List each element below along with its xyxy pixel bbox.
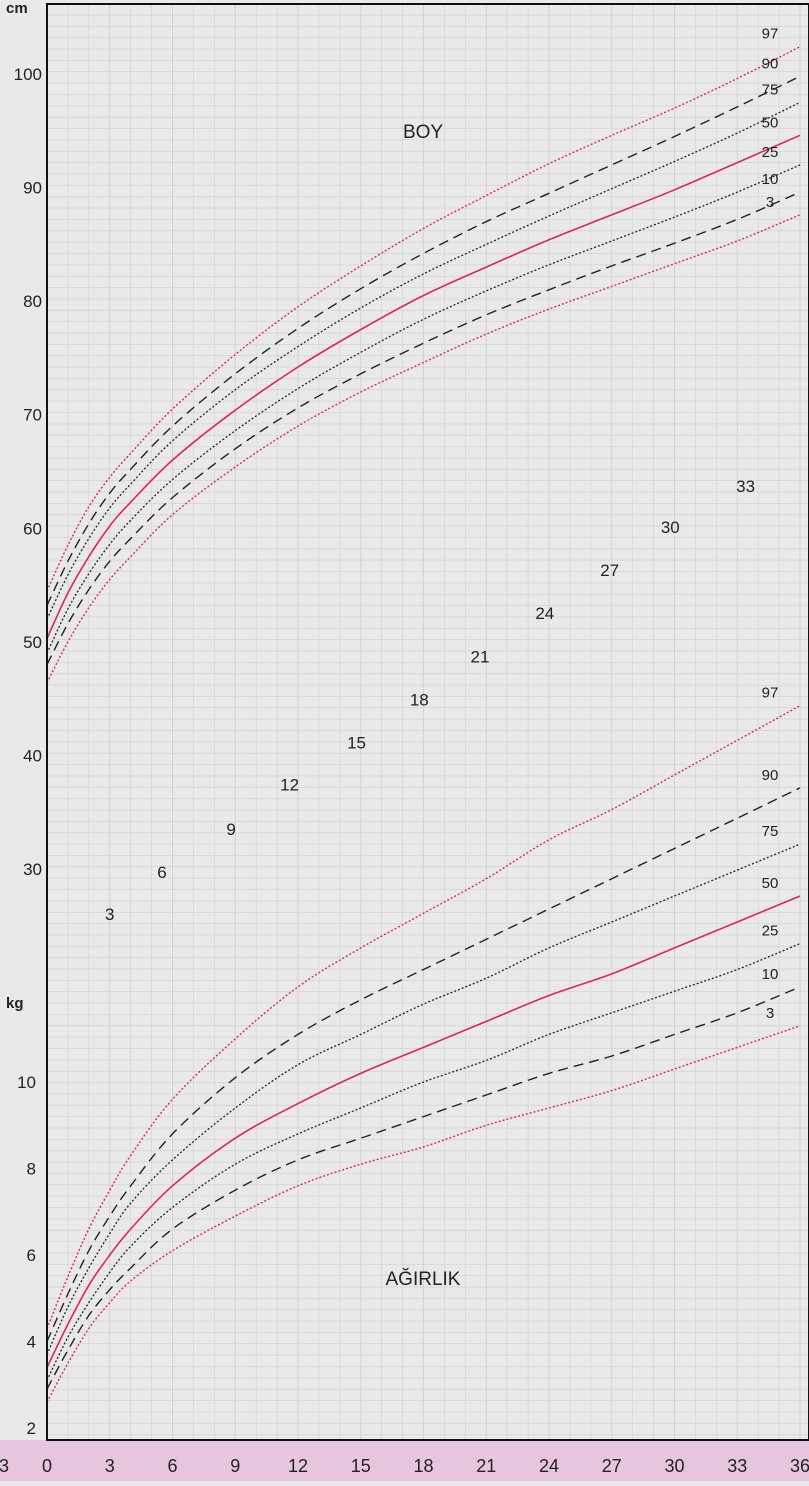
- height-curve-p50: [46, 134, 801, 639]
- x-tick-label: 9: [230, 1456, 240, 1476]
- diagonal-month-label: 15: [347, 734, 366, 753]
- x-tick-label: 3: [105, 1456, 115, 1476]
- x-tick-label: 21: [476, 1456, 496, 1476]
- diagonal-month-label: 27: [600, 561, 619, 580]
- x-tick-label: 36: [790, 1456, 809, 1476]
- percentile-curves: [46, 46, 801, 1403]
- x-tick-labels: 0 3 6 9 12 15 18 21 24 27 30 33 363: [0, 1456, 809, 1476]
- height-tick-label: 100: [14, 65, 42, 84]
- x-tick-label: 0: [42, 1456, 52, 1476]
- height-curve-p75: [46, 101, 801, 620]
- weight-curve-p10: [46, 986, 801, 1390]
- weight-curve-p25: [46, 942, 801, 1381]
- weight-percentile-label: 50: [762, 875, 779, 892]
- weight-tick-label: 4: [27, 1333, 36, 1352]
- weight-percentile-label: 90: [762, 767, 779, 784]
- x-tick-label: 24: [539, 1456, 559, 1476]
- x-tick-label: 27: [602, 1456, 622, 1476]
- height-tick-label: 30: [23, 860, 42, 879]
- weight-percentile-label: 75: [762, 823, 779, 840]
- diagonal-month-label: 24: [535, 604, 554, 623]
- diagonal-month-label: 12: [280, 776, 299, 795]
- x-axis-band: [0, 1440, 809, 1481]
- diagonal-month-label: 9: [226, 820, 235, 839]
- height-tick-label: 40: [23, 746, 42, 765]
- weight-percentile-label: 10: [762, 966, 779, 983]
- weight-curve-p97: [46, 705, 801, 1329]
- diagonal-month-label: 30: [661, 518, 680, 537]
- weight-unit-label: kg: [6, 995, 24, 1012]
- height-curve-p97: [46, 46, 801, 592]
- weight-tick-label: 6: [27, 1246, 36, 1265]
- height-percentile-label: 75: [762, 81, 779, 98]
- weight-tick-label: 2: [27, 1419, 36, 1438]
- height-curve-p3: [46, 214, 801, 684]
- plot-frame: [46, 3, 809, 1441]
- height-tick-label: 90: [23, 179, 42, 198]
- weight-curve-p3: [46, 1025, 801, 1403]
- diagonal-month-label: 6: [157, 863, 166, 882]
- height-tick-label: 80: [23, 292, 42, 311]
- weight-section-title: AĞIRLIK: [386, 1268, 461, 1290]
- height-percentile-label: 3: [766, 194, 774, 211]
- x-tick-label: 15: [351, 1456, 371, 1476]
- diagonal-month-label: 33: [736, 477, 755, 496]
- percentile-labels: 97 90 75 50 25 10 3 97 90 75 50 25 10 3: [762, 26, 779, 1022]
- weight-tick-label: 10: [17, 1073, 36, 1092]
- height-section-title: BOY: [403, 122, 443, 143]
- height-tick-label: 60: [23, 519, 42, 538]
- weight-curve-p75: [46, 843, 801, 1355]
- diagonal-month-label: 21: [471, 647, 490, 666]
- x-tick-label: 30: [664, 1456, 684, 1476]
- height-unit-label: cm: [6, 0, 28, 17]
- weight-curve-p50: [46, 895, 801, 1368]
- x-tick-label: 18: [413, 1456, 433, 1476]
- x-edge-tick-label: 3: [0, 1456, 9, 1476]
- diagonal-month-label: 3: [105, 905, 114, 924]
- height-tick-label: 70: [23, 406, 42, 425]
- height-percentile-label: 97: [762, 26, 779, 43]
- weight-percentile-label: 97: [762, 685, 779, 702]
- weight-curve-p90: [46, 787, 801, 1342]
- height-percentile-label: 10: [762, 171, 779, 188]
- x-tick-label: 12: [288, 1456, 308, 1476]
- height-percentile-label: 50: [762, 114, 779, 131]
- diagonal-month-labels: 3 6 9 12 15 18 21 24 27 30 33: [105, 477, 755, 924]
- grid: [46, 4, 809, 1440]
- height-percentile-label: 25: [762, 144, 779, 161]
- height-curve-p10: [46, 191, 801, 665]
- weight-tick-label: 8: [27, 1160, 36, 1179]
- x-tick-label: 6: [167, 1456, 177, 1476]
- y-tick-labels: 30 40 50 60 70 80 90 100 2 4 6 8 10: [14, 65, 42, 1438]
- height-curve-p90: [46, 75, 801, 606]
- height-tick-label: 50: [23, 633, 42, 652]
- weight-percentile-label: 3: [766, 1005, 774, 1022]
- x-tick-label: 33: [727, 1456, 747, 1476]
- height-percentile-label: 90: [762, 55, 779, 72]
- diagonal-month-label: 18: [410, 690, 429, 709]
- weight-percentile-label: 25: [762, 923, 779, 940]
